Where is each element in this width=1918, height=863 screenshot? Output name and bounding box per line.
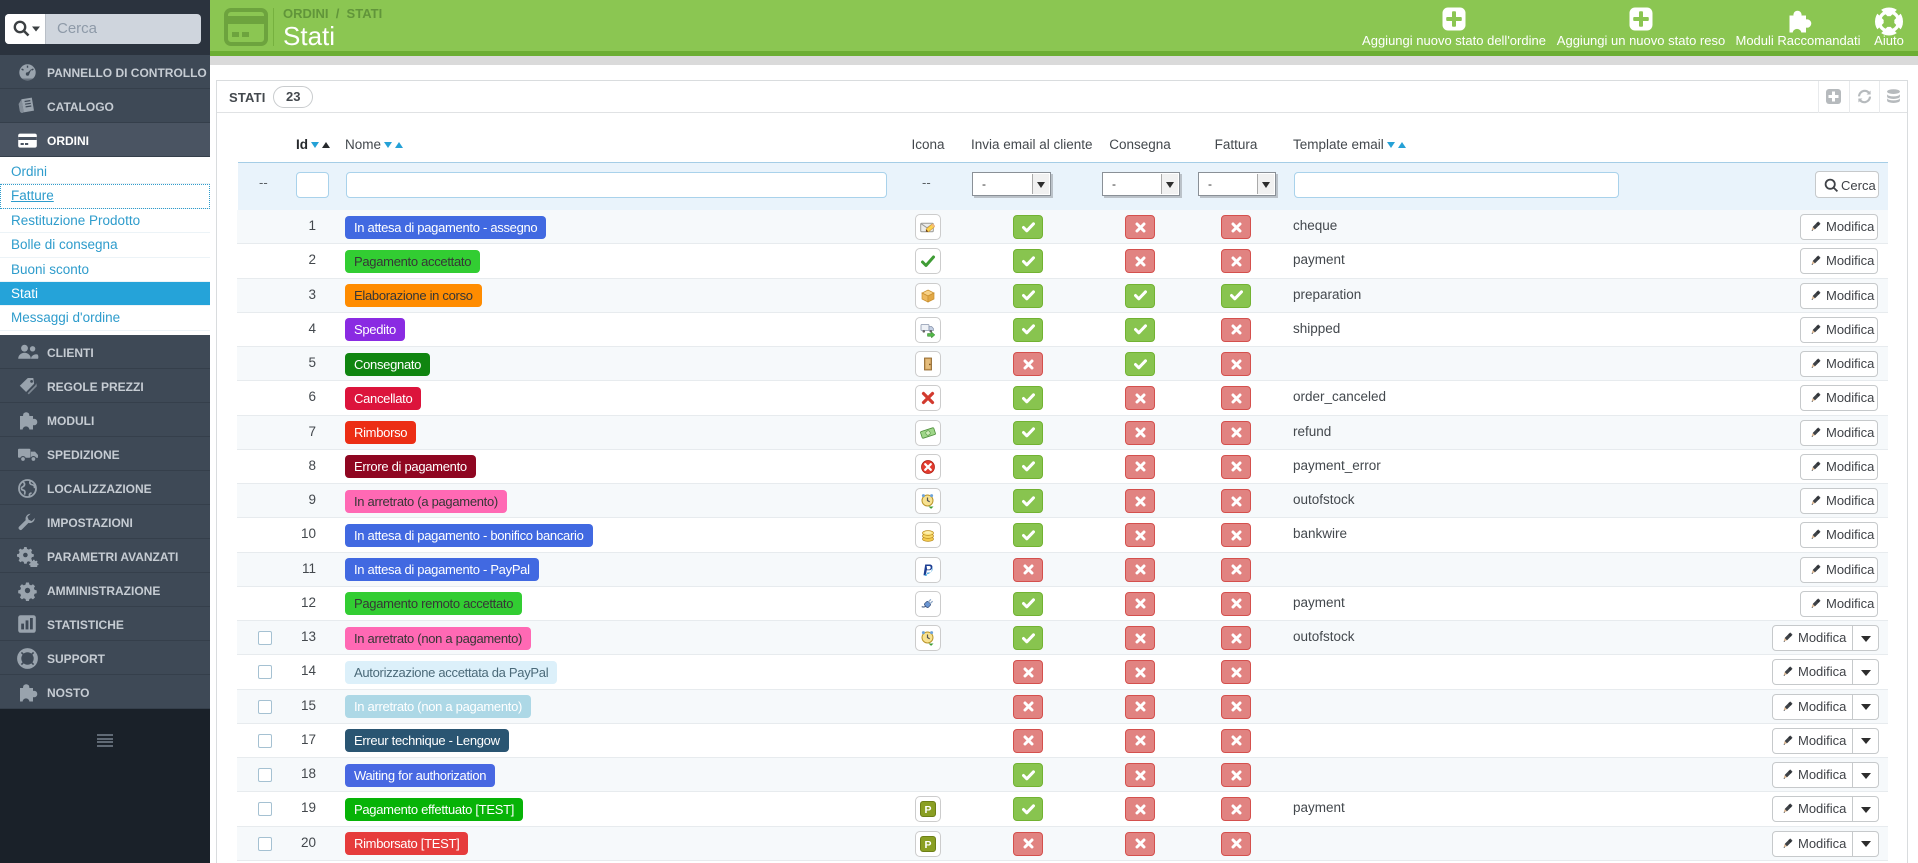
svg-text:P: P <box>924 839 931 851</box>
svg-text:P: P <box>924 804 931 816</box>
